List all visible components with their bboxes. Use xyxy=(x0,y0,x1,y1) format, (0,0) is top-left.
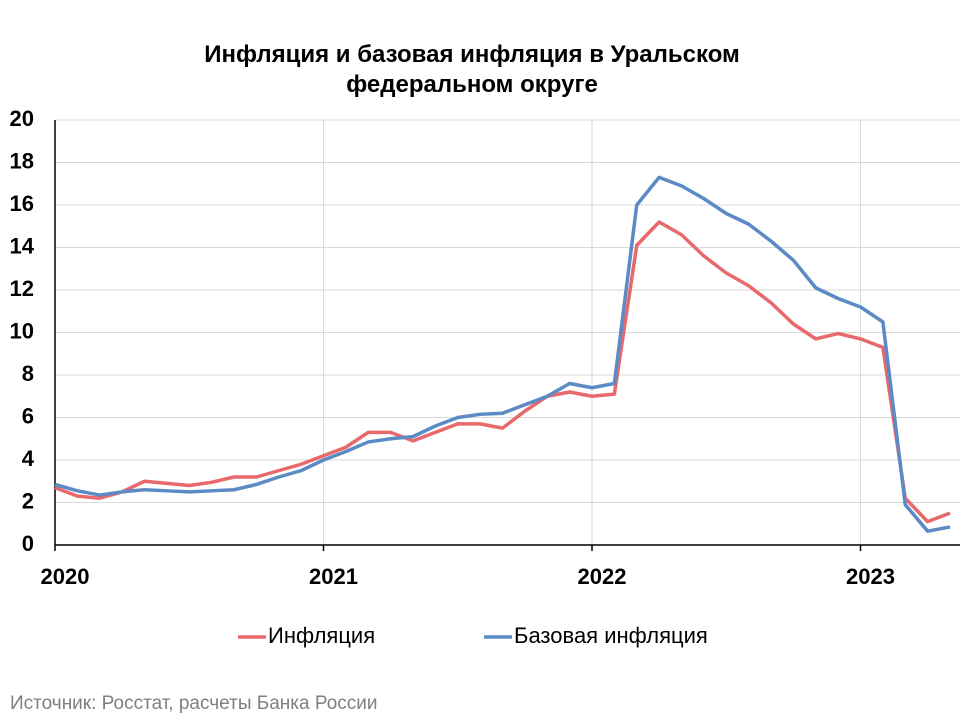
y-tick-label: 16 xyxy=(10,191,34,216)
legend-label: Инфляция xyxy=(268,623,375,648)
x-tick-label: 2021 xyxy=(309,564,358,589)
line-series xyxy=(54,220,951,524)
y-tick-label: 8 xyxy=(22,361,34,386)
y-tick-label: 6 xyxy=(22,403,34,428)
y-tick-label: 20 xyxy=(10,106,34,131)
y-tick-label: 4 xyxy=(22,446,35,471)
source-note: Источник: Росстат, расчеты Банка России xyxy=(10,693,378,714)
x-tick-label: 2020 xyxy=(41,564,90,589)
y-tick-label: 10 xyxy=(10,318,34,343)
y-tick-label: 14 xyxy=(10,233,35,258)
y-tick-label: 2 xyxy=(22,488,34,513)
x-tick-label: 2022 xyxy=(578,564,627,589)
y-tick-label: 12 xyxy=(10,276,34,301)
legend-label: Базовая инфляция xyxy=(514,623,708,648)
chart-title: Инфляция и базовая инфляция в Уральском ф… xyxy=(204,41,740,98)
line-series xyxy=(54,175,951,533)
y-tick-label: 0 xyxy=(22,531,34,556)
y-tick-label: 18 xyxy=(10,148,34,173)
x-tick-label: 2023 xyxy=(846,564,895,589)
